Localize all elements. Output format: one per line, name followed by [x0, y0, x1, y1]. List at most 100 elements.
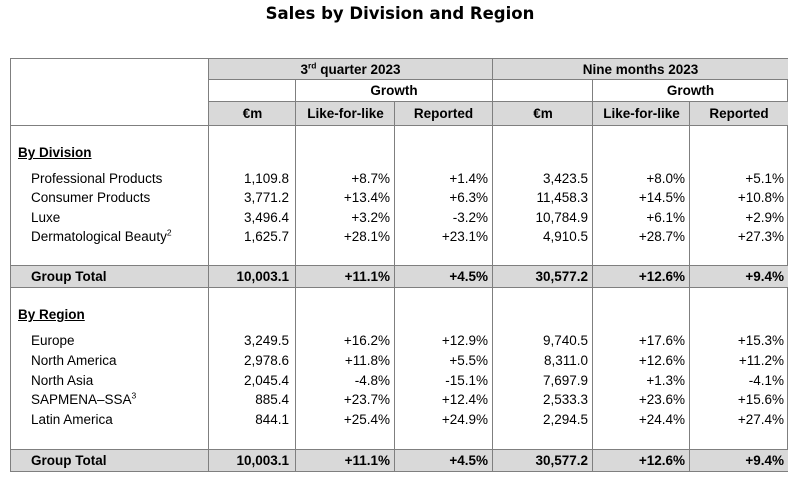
col-line-label — [208, 59, 209, 471]
region-total-shade — [11, 450, 788, 471]
nm-lfl-header: Like-for-like — [603, 106, 680, 121]
total-q3-rep: +4.5% — [449, 269, 488, 284]
row-label: North America — [31, 352, 117, 368]
cell-q3-lfl: +11.8% — [344, 352, 390, 368]
cell-q3-lfl: +23.7% — [343, 392, 390, 408]
cell-nm-lfl: +6.1% — [646, 209, 685, 225]
division-total-shade — [11, 266, 788, 287]
cell-nm-rep: +2.9% — [745, 209, 784, 225]
cell-nm-rep: +27.4% — [737, 412, 784, 428]
total-q3-lfl: +11.1% — [344, 453, 390, 468]
total-q3-em: 10,003.1 — [236, 269, 289, 284]
cell-nm-em: 3,423.5 — [542, 171, 588, 186]
group-total-label: Group Total — [31, 269, 107, 284]
q3-reported-header: Reported — [413, 106, 474, 121]
row-label: Latin America — [31, 412, 113, 428]
cell-q3-em: 3,249.5 — [243, 333, 289, 348]
nm-growth-header: Growth — [666, 83, 715, 98]
cell-q3-rep: +12.9% — [441, 333, 488, 348]
cell-q3-em: 2,045.4 — [243, 372, 289, 388]
cell-q3-lfl: +8.7% — [351, 171, 390, 186]
cell-nm-em: 2,533.3 — [542, 392, 588, 408]
col-line-nm-lfl — [689, 101, 690, 471]
total-nm-rep: +9.4% — [745, 269, 784, 284]
cell-q3-rep: +6.3% — [449, 190, 488, 206]
row-label: North Asia — [31, 372, 94, 388]
q3-header: 3rd quarter 2023 — [300, 60, 401, 77]
cell-q3-lfl: +13.4% — [343, 190, 390, 206]
q3-growth-header: Growth — [370, 83, 418, 98]
total-q3-em: 10,003.1 — [236, 453, 289, 468]
cell-nm-em: 4,910.5 — [542, 228, 588, 244]
col-line-q3-lfl — [394, 101, 395, 471]
total-nm-lfl: +12.6% — [638, 453, 685, 468]
subheader-shade — [209, 101, 788, 125]
total-nm-em: 30,577.2 — [535, 269, 588, 284]
cell-nm-rep: -4.1% — [748, 372, 784, 388]
header-divider-2b — [593, 101, 788, 102]
q3-lfl-header: Like-for-like — [307, 106, 384, 121]
cell-q3-lfl: +16.2% — [343, 333, 390, 348]
cell-nm-lfl: +1.3% — [646, 372, 685, 388]
cell-q3-em: 844.1 — [255, 412, 289, 428]
header-divider-2c — [209, 101, 296, 102]
q3-header-shade — [209, 59, 492, 79]
cell-q3-lfl: +3.2% — [351, 209, 390, 225]
q3-em-header: €m — [242, 106, 263, 121]
cell-nm-lfl: +28.7% — [638, 228, 685, 244]
cell-q3-lfl: -4.8% — [354, 372, 390, 388]
division-total-bottom-line — [11, 287, 788, 288]
cell-nm-rep: +27.3% — [737, 228, 784, 244]
total-nm-lfl: +12.6% — [638, 269, 685, 284]
cell-nm-lfl: +14.5% — [638, 190, 685, 206]
cell-q3-em: 3,771.2 — [243, 190, 289, 206]
cell-q3-rep: +23.1% — [441, 228, 488, 244]
cell-q3-rep: -3.2% — [452, 209, 488, 225]
cell-nm-em: 10,784.9 — [535, 209, 588, 225]
cell-q3-em: 1,625.7 — [243, 228, 289, 244]
division-heading: By Division — [18, 145, 92, 160]
sales-table: 3rd quarter 2023 Nine months 2023 Growth… — [10, 58, 788, 472]
division-total-top-line — [11, 265, 788, 266]
cell-nm-lfl: +8.0% — [646, 171, 685, 186]
row-label: SAPMENA–SSA3 — [31, 390, 137, 408]
region-heading: By Region — [18, 307, 85, 322]
nm-header-shade — [493, 59, 788, 79]
col-line-nm-em — [592, 79, 593, 471]
cell-q3-em: 885.4 — [255, 392, 289, 408]
cell-q3-rep: +24.9% — [441, 412, 488, 428]
nm-reported-header: Reported — [709, 106, 769, 121]
nm-header: Nine months 2023 — [582, 62, 699, 77]
region-total-top-line — [11, 449, 788, 450]
cell-q3-lfl: +25.4% — [343, 412, 390, 428]
row-label: Consumer Products — [31, 190, 151, 206]
cell-nm-rep: +15.6% — [737, 392, 784, 408]
cell-nm-lfl: +17.6% — [638, 333, 685, 348]
cell-q3-rep: -15.1% — [445, 372, 488, 388]
col-line-period — [492, 59, 493, 471]
cell-nm-lfl: +12.6% — [638, 352, 685, 368]
cell-q3-rep: +1.4% — [449, 171, 488, 186]
cell-q3-em: 3,496.4 — [243, 209, 289, 225]
col-line-q3-em — [295, 79, 296, 471]
row-label: Dermatological Beauty2 — [31, 227, 172, 244]
row-label: Europe — [31, 333, 75, 348]
total-q3-rep: +4.5% — [449, 453, 488, 468]
cell-nm-rep: +15.3% — [737, 333, 784, 348]
cell-nm-em: 11,458.3 — [536, 190, 588, 206]
header-divider-1 — [209, 79, 788, 80]
cell-q3-em: 2,978.6 — [243, 352, 289, 368]
row-label: Luxe — [31, 209, 61, 225]
cell-nm-rep: +5.1% — [745, 171, 784, 186]
cell-q3-rep: +12.4% — [441, 392, 488, 408]
page-title: Sales by Division and Region — [265, 4, 535, 23]
cell-q3-lfl: +28.1% — [343, 228, 390, 244]
total-nm-em: 30,577.2 — [535, 453, 588, 468]
cell-nm-em: 8,311.0 — [543, 352, 588, 368]
cell-nm-lfl: +23.6% — [638, 392, 685, 408]
cell-nm-em: 9,740.5 — [542, 333, 588, 348]
header-bottom-line — [11, 125, 788, 126]
nm-em-header: €m — [533, 106, 553, 121]
group-total-label: Group Total — [31, 453, 107, 468]
cell-q3-rep: +5.5% — [449, 352, 488, 368]
